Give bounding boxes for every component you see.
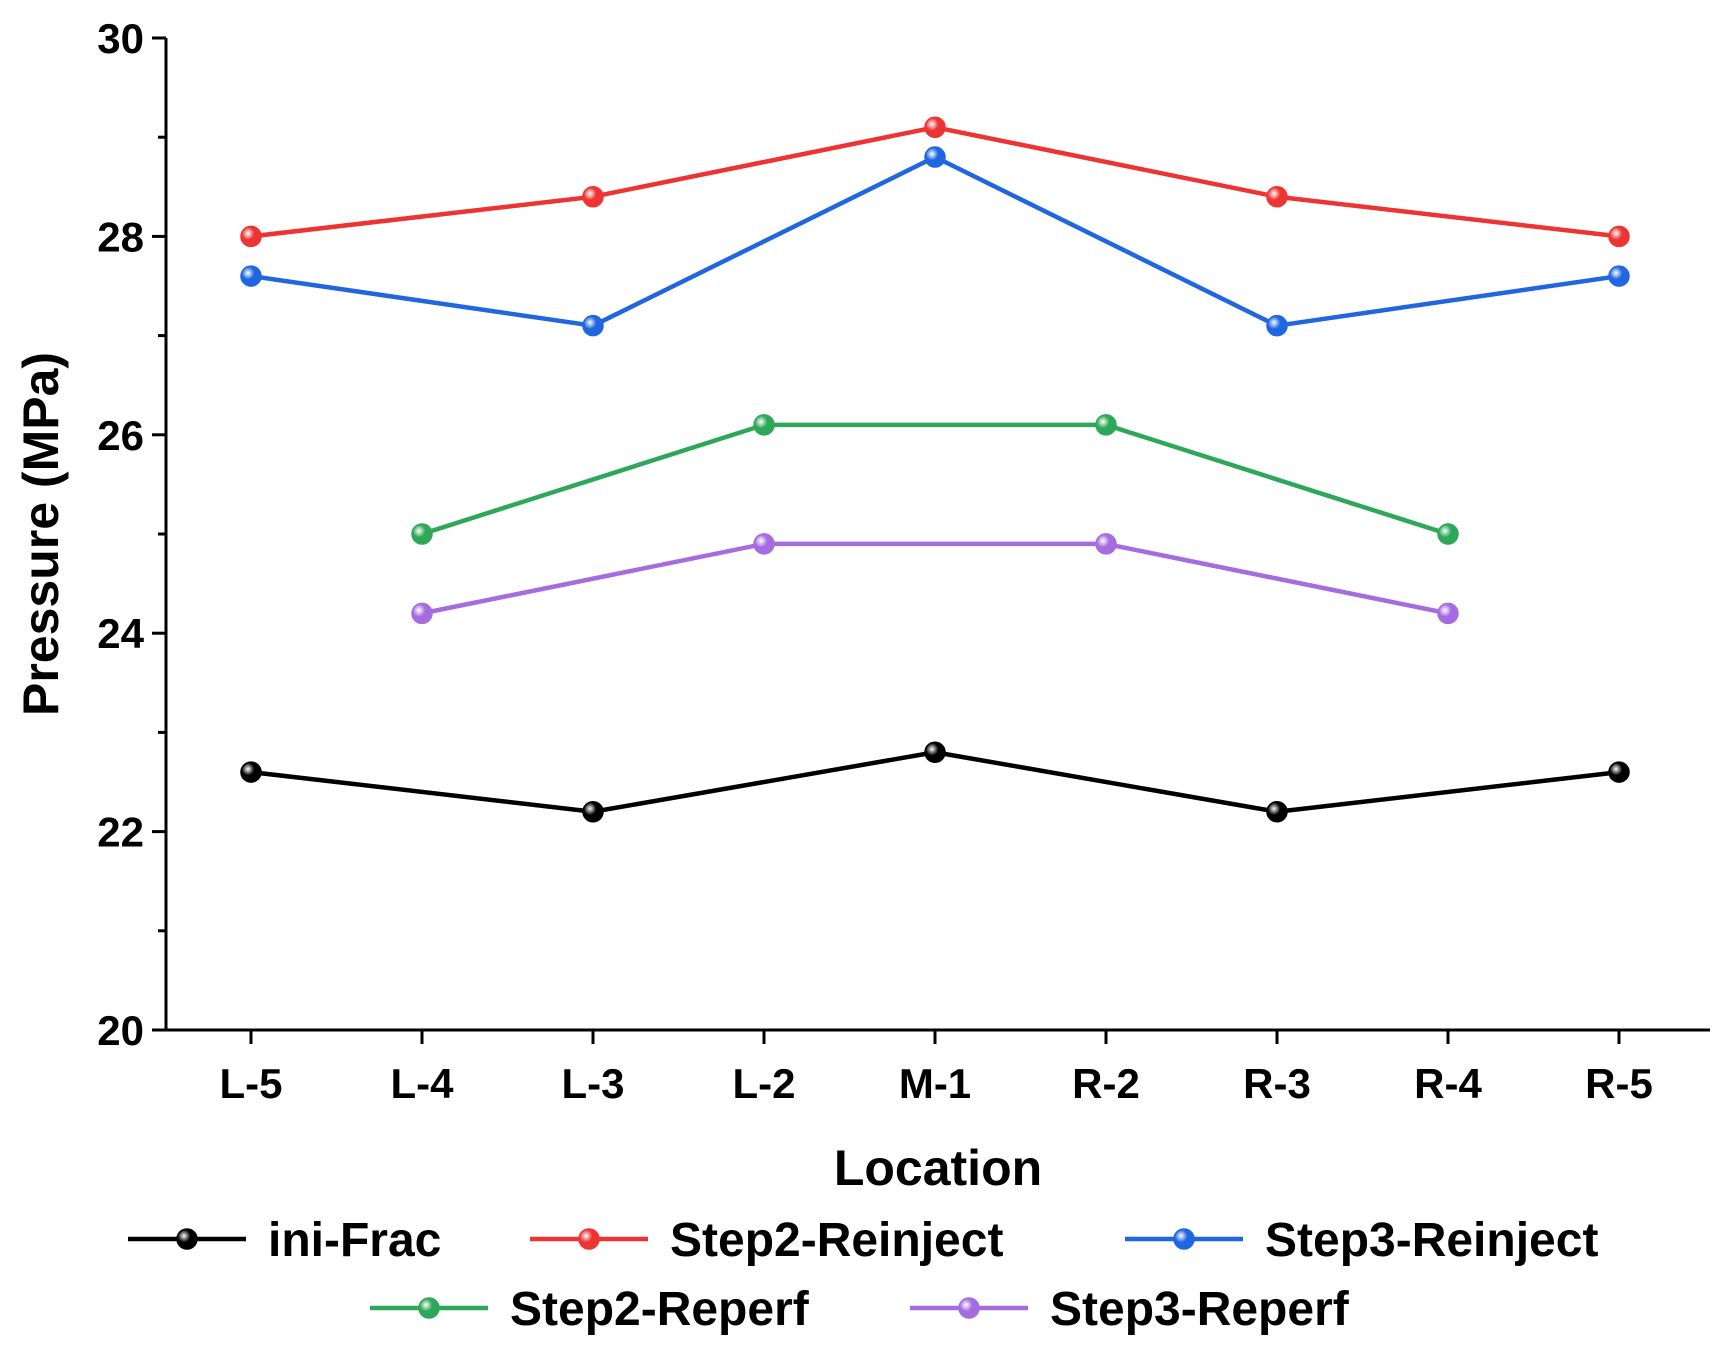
legend-item: Step2-Reperf [370,1283,810,1336]
legend-item: Step2-Reinject [530,1214,1003,1267]
series-ini-frac [240,741,1630,823]
series-line [421,541,1449,616]
x-tick-label: L-3 [562,1060,625,1107]
x-tick-label: L-2 [733,1060,796,1107]
data-point [582,801,604,823]
data-point [1266,314,1288,337]
data-point [582,314,604,337]
series-step2-reperf [411,414,1459,545]
x-ticks: L-5 L-4 L-3 L-2 M-1 R-2 R-3 R-4 R-5 [220,1030,1653,1107]
legend-marker [418,1297,440,1319]
data-point [582,185,604,208]
series-step3-reinject [240,146,1630,337]
x-tick-label: R-4 [1414,1060,1482,1107]
series-line [250,125,1620,239]
x-tick-label: R-3 [1243,1060,1311,1107]
legend-item: ini-Frac [128,1214,441,1267]
legend-marker [958,1297,980,1319]
y-tick-label: 26 [97,412,144,459]
legend-label: Step2-Reinject [670,1214,1003,1267]
x-tick-label: R-2 [1072,1060,1140,1107]
data-point [1608,265,1630,287]
data-point [1266,185,1288,208]
legend-label: Step3-Reperf [1050,1283,1350,1336]
series-step2-reinject [240,116,1630,248]
data-point [411,602,433,625]
legend-label: ini-Frac [268,1214,441,1267]
data-point [1095,414,1117,436]
data-point [924,146,946,168]
data-point [240,225,262,248]
data-point [753,533,775,555]
legend-item: Step3-Reinject [1125,1214,1598,1267]
series-line [250,154,1620,328]
legend-label: Step2-Reperf [510,1283,810,1336]
x-tick-label: L-4 [391,1060,455,1107]
x-tick-label: L-5 [220,1060,283,1107]
y-tick-label: 20 [97,1007,144,1054]
legend-marker [1173,1228,1195,1250]
data-point [240,265,262,287]
y-tick-label: 22 [97,809,144,856]
data-point [1437,602,1459,625]
data-point [924,741,946,763]
plot-area [164,38,1710,1032]
series-layer [240,116,1630,823]
legend-item: Step3-Reperf [910,1283,1350,1336]
data-point [240,761,262,783]
x-tick-label: M-1 [899,1060,971,1107]
data-point [1266,801,1288,823]
y-tick-label: 28 [97,213,144,260]
x-tick-label: R-5 [1585,1060,1653,1107]
data-point [753,414,775,436]
legend: ini-Frac Step2-Reinject Step3-Reinject Step… [128,1214,1598,1336]
series-step3-reperf [411,533,1459,625]
data-point [1608,761,1630,783]
data-point [411,523,433,545]
y-axis-title: Pressure (MPa) [13,352,69,716]
y-tick-label: 30 [97,15,144,62]
data-point [924,116,946,139]
data-point [1095,533,1117,555]
legend-label: Step3-Reinject [1265,1214,1598,1267]
legend-marker [176,1228,198,1250]
data-point [1608,225,1630,248]
y-tick-label: 24 [97,610,144,657]
y-ticks: 20 22 24 26 28 30 [97,15,166,1054]
data-point [1437,523,1459,545]
legend-marker [578,1228,600,1250]
x-axis-title: Location [834,1140,1042,1196]
series-line [421,422,1449,537]
